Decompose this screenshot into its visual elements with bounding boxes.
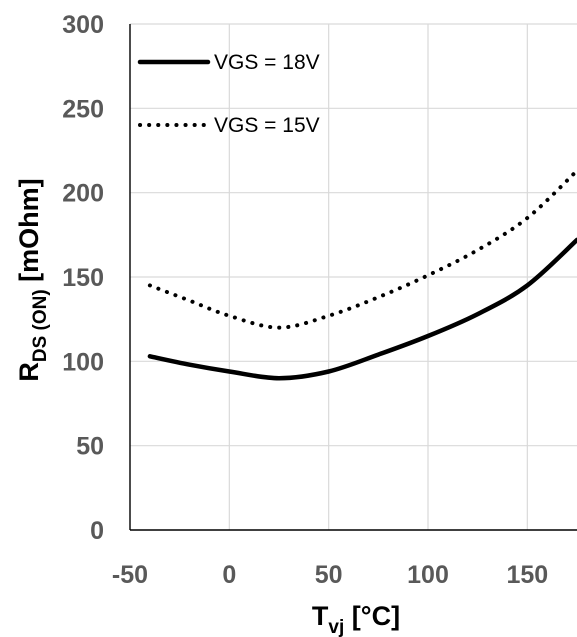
x-tick-label: 100 [407, 561, 449, 589]
y-tick-label: 250 [62, 95, 104, 123]
y-tick-label: 300 [62, 11, 104, 39]
x-axis-title-unit: [°C] [344, 601, 400, 631]
tick-labels: -50 0 50 100 150 0 50 100 150 200 250 300 [62, 11, 548, 589]
y-axis-title-main: R [14, 362, 44, 382]
x-tick-label: 150 [506, 561, 548, 589]
y-axis-title-sub: DS (ON) [30, 289, 51, 362]
y-tick-label: 100 [62, 348, 104, 376]
x-tick-label: -50 [112, 561, 148, 589]
series-line-1 [147, 237, 577, 381]
y-axis-title-unit: [mOhm] [14, 178, 44, 289]
y-tick-label: 200 [62, 180, 104, 208]
y-tick-label: 150 [62, 264, 104, 292]
x-tick-label: 50 [315, 561, 343, 589]
grid [129, 23, 577, 531]
legend: VGS = 18V VGS = 15V [137, 51, 320, 137]
x-axis-title-main: T [312, 601, 329, 631]
y-axis-title: RDS (ON) [mOhm] [14, 178, 51, 381]
y-tick-label: 50 [76, 433, 104, 461]
x-axis-title: Tvj [°C] [312, 601, 400, 637]
series-lines [147, 168, 577, 381]
x-tick-label: 0 [222, 561, 236, 589]
legend-label-2: VGS = 15V [214, 114, 320, 137]
series-line-2 [147, 168, 577, 330]
legend-label-1: VGS = 18V [214, 51, 320, 74]
y-tick-label: 0 [90, 517, 104, 545]
x-axis-title-sub: vj [328, 617, 344, 637]
